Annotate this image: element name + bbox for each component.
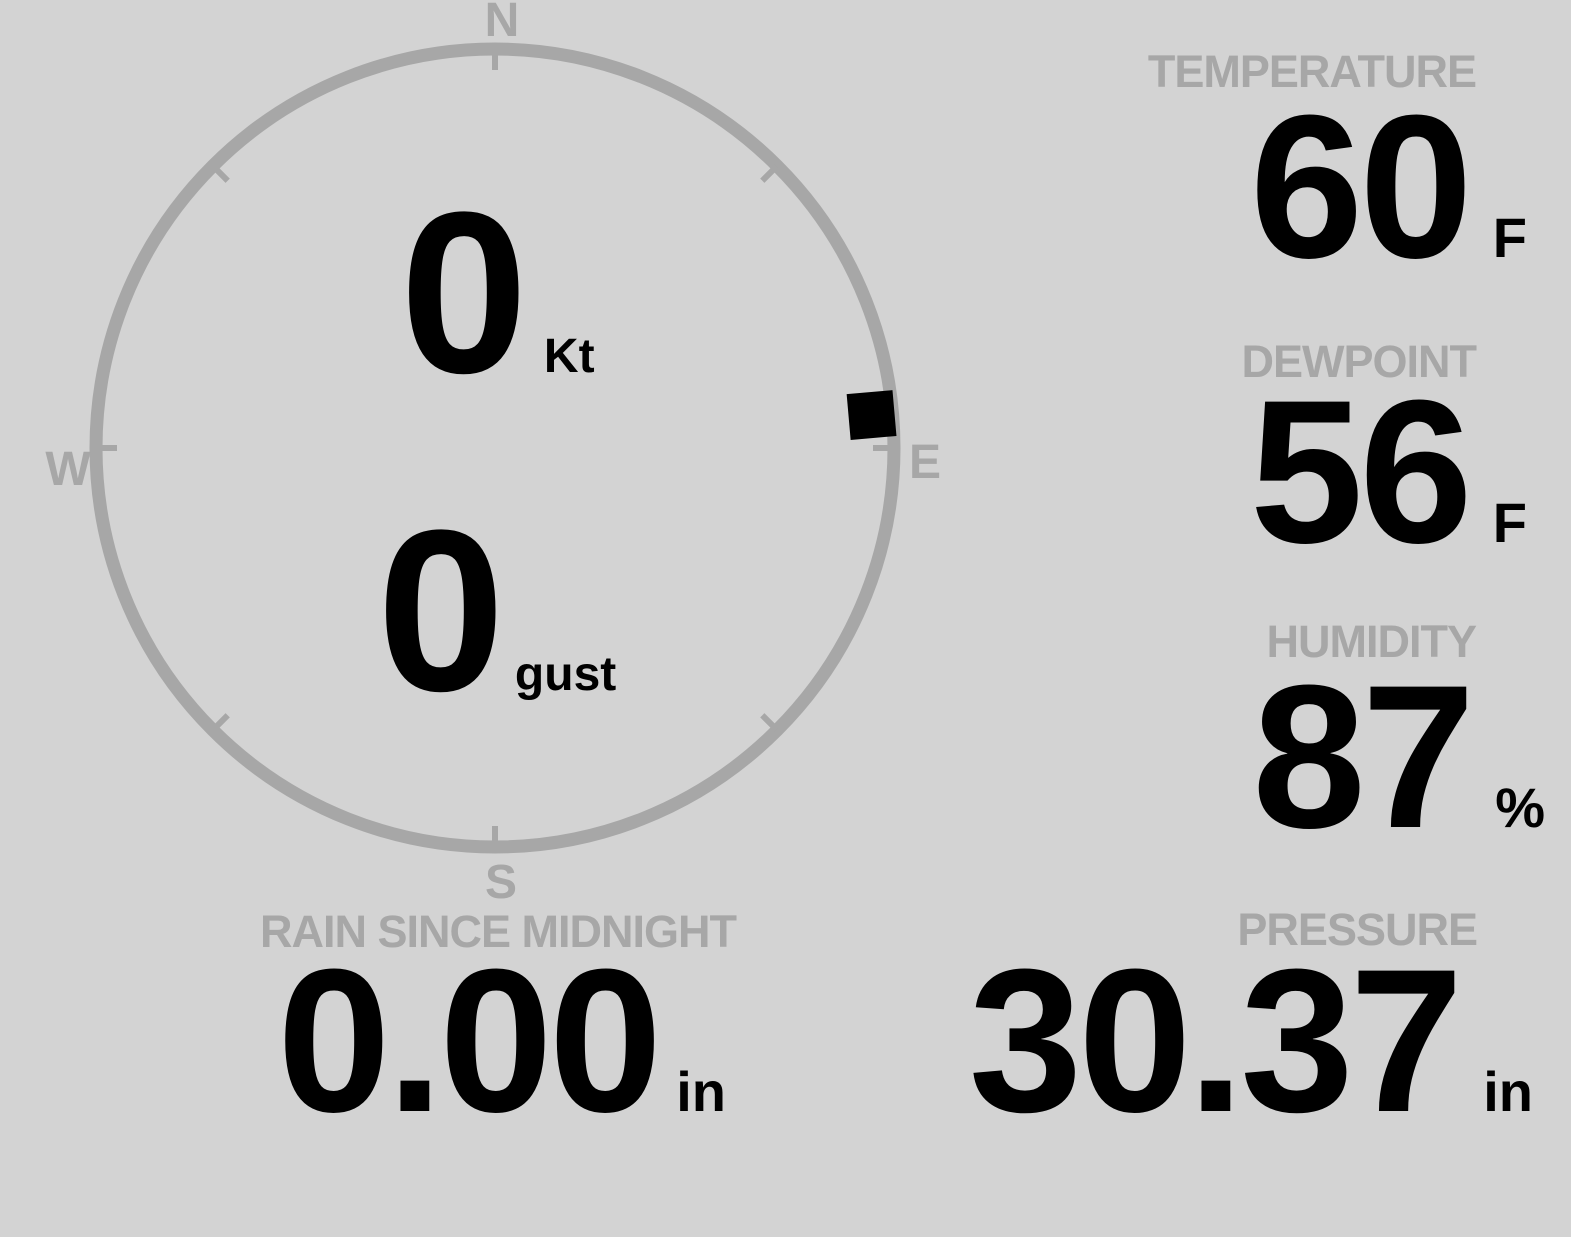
compass-label-east: E <box>908 436 942 489</box>
rain-unit: in <box>676 1060 726 1123</box>
wind-gust-value: 0 <box>377 482 505 739</box>
temperature-value: 60 <box>1249 73 1473 301</box>
wind-speed-value: 0 <box>400 164 528 421</box>
compass-label-south: S <box>484 856 518 909</box>
dewpoint-label: DEWPOINT <box>1241 336 1477 387</box>
humidity-label: HUMIDITY <box>1266 616 1477 667</box>
dewpoint-reading: 56 F <box>1250 370 1527 574</box>
humidity-unit: % <box>1495 776 1545 839</box>
compass-label-north: N <box>484 0 520 47</box>
wind-gust: 0 gust <box>377 496 616 726</box>
compass-tick-se <box>760 713 779 732</box>
humidity-reading: 87 % <box>1252 655 1545 859</box>
compass-tick-sw <box>211 713 230 732</box>
compass-tick-ne <box>760 164 779 183</box>
temperature-unit: F <box>1492 206 1527 269</box>
wind-speed-unit: Kt <box>543 330 595 383</box>
rain-label: RAIN SINCE MIDNIGHT <box>260 906 737 957</box>
compass-tick-nw <box>211 164 230 183</box>
compass-ticks <box>97 50 893 846</box>
dewpoint-value: 56 <box>1249 358 1473 586</box>
compass-ring <box>89 42 901 854</box>
temperature-label: TEMPERATURE <box>1147 46 1477 97</box>
dewpoint-unit: F <box>1492 491 1527 554</box>
rain-value: 0.00 <box>277 927 662 1155</box>
temperature-reading: 60 F <box>1250 85 1527 289</box>
compass-label-west: W <box>45 443 91 496</box>
wind-direction-marker <box>846 390 897 440</box>
humidity-value: 87 <box>1252 643 1475 871</box>
pressure-unit: in <box>1483 1060 1533 1123</box>
pressure-value: 30.37 <box>968 927 1463 1155</box>
rain-reading: 0.00 in <box>277 939 726 1143</box>
pressure-reading: 30.37 in <box>969 939 1533 1143</box>
wind-speed: 0 Kt <box>400 178 595 408</box>
wind-gust-unit: gust <box>514 648 617 701</box>
pressure-label: PRESSURE <box>1237 904 1478 955</box>
